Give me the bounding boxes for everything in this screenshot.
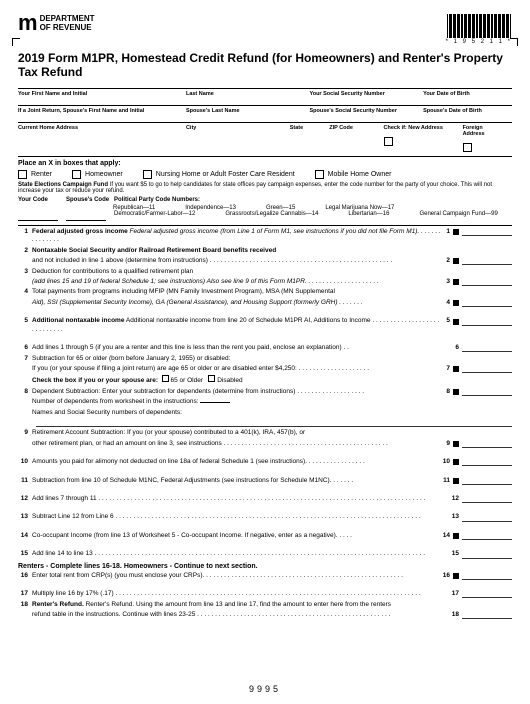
lbl-disabled: Disabled — [217, 377, 242, 384]
chk-renter[interactable] — [18, 170, 27, 179]
dept-line2: OF REVENUE — [40, 24, 95, 33]
amt-2[interactable] — [462, 257, 512, 265]
lbl-homeowner: Homeowner — [85, 171, 123, 178]
f-sp-lastname: Spouse's Last Name — [186, 108, 302, 114]
form-title: 2019 Form M1PR, Homestead Credit Refund … — [18, 51, 512, 80]
f-sp-ssn: Spouse's Social Security Number — [309, 108, 415, 114]
amt-7[interactable] — [462, 365, 512, 373]
line18b: refund table in the instructions. Contin… — [32, 611, 452, 619]
renters-hdr: Renters - Complete lines 16-18. Homeowne… — [18, 563, 512, 570]
spouse-code-input[interactable] — [66, 213, 106, 221]
code-lib: Libertarian—16 — [348, 211, 389, 219]
chk-new-address[interactable] — [384, 137, 393, 146]
line14: Co-occupant Income (from line 13 of Work… — [32, 532, 443, 540]
f-dob: Your Date of Birth — [423, 91, 504, 97]
amt-1[interactable] — [462, 228, 512, 236]
f-state: State — [290, 125, 322, 131]
amt-5[interactable] — [462, 318, 512, 326]
your-code-input[interactable] — [18, 213, 58, 221]
amt-6[interactable] — [462, 344, 512, 352]
f-address: Current Home Address — [18, 125, 178, 131]
barcode-number: * 1 9 5 2 1 1 * — [446, 39, 512, 45]
line15: Add line 14 to line 13 . . . . . . . . .… — [32, 550, 452, 558]
lbl-nursing: Nursing Home or Adult Foster Care Reside… — [156, 171, 295, 178]
line2a: Nontaxable Social Security and/or Railro… — [32, 247, 276, 254]
amt-9[interactable] — [462, 440, 512, 448]
amt-11[interactable] — [462, 477, 512, 485]
code-gcf: General Campaign Fund—99 — [419, 211, 497, 219]
amt-17[interactable] — [462, 590, 512, 598]
chk-65older[interactable] — [162, 375, 169, 382]
line18a: Renter's Refund. Using the amount from l… — [86, 601, 391, 608]
chk-disabled[interactable] — [208, 375, 215, 382]
amt-3[interactable] — [462, 278, 512, 286]
line4b: Aid), SSI (Supplemental Security Income)… — [32, 299, 446, 307]
spouse-code-hdr: Spouse's Code — [66, 197, 114, 203]
dep-names-line[interactable] — [36, 419, 512, 427]
line6: Add lines 1 through 5 (if you are a rent… — [32, 344, 455, 352]
dep-count[interactable] — [200, 402, 230, 403]
amt-13[interactable] — [462, 514, 512, 522]
line3a: Deduction for contributions to a qualifi… — [32, 268, 512, 276]
amt-16[interactable] — [462, 572, 512, 580]
line8b: Number of dependents from worksheet in t… — [32, 398, 199, 405]
line9a: Retirement Account Subtraction: If you (… — [32, 429, 512, 437]
line17: Multiply line 16 by 17% (.17) . . . . . … — [32, 590, 452, 598]
line4a: Total payments from programs including M… — [32, 288, 512, 296]
line8a: Dependent Subtraction: Enter your subtra… — [32, 388, 446, 396]
chk-nursing[interactable] — [143, 170, 152, 179]
chk-foreign-address[interactable] — [463, 143, 472, 152]
line8c: Names and Social Security numbers of dep… — [32, 409, 512, 417]
f-lastname: Last Name — [186, 91, 302, 97]
footer-number: 9995 — [249, 684, 281, 694]
lbl-mobile: Mobile Home Owner — [328, 171, 392, 178]
code-dfl: Democratic/Farmer-Labor—12 — [114, 211, 195, 219]
amt-14[interactable] — [462, 532, 512, 540]
chk-mobile[interactable] — [315, 170, 324, 179]
agency-logo: m DEPARTMENT OF REVENUE — [18, 14, 95, 33]
f-newaddr: Check if: New Address — [384, 125, 455, 131]
line13: Subtract Line 12 from Line 6 . . . . . .… — [32, 513, 452, 521]
amt-10[interactable] — [462, 458, 512, 466]
amt-4[interactable] — [462, 299, 512, 307]
amt-12[interactable] — [462, 495, 512, 503]
line3b: (add lines 15 and 19 of federal Schedule… — [32, 278, 446, 286]
f-sp-dob: Spouse's Date of Birth — [423, 108, 504, 114]
boxes-title: Place an X in boxes that apply: — [18, 160, 512, 167]
mn-logo-text: m — [18, 14, 36, 32]
line2b: and not included in line 1 above (determ… — [32, 257, 446, 265]
amt-18[interactable] — [462, 611, 512, 619]
line7b: If you (or your spouse if filing a joint… — [32, 365, 446, 373]
lbl-renter: Renter — [31, 171, 52, 178]
line7a: Subtraction for 65 or older (born before… — [32, 355, 512, 363]
barcode: * 1 9 5 2 1 1 * — [446, 14, 512, 45]
f-ssn: Your Social Security Number — [309, 91, 415, 97]
lbl-65older: 65 or Older — [171, 377, 204, 384]
f-sp-firstname: If a Joint Return, Spouse's First Name a… — [18, 108, 178, 114]
line10: Amounts you paid for alimony not deducte… — [32, 458, 443, 466]
line7c: Check the box if you or your spouse are: — [32, 377, 158, 384]
line11: Subtraction from line 10 of Schedule M1N… — [32, 477, 443, 485]
f-zip: ZIP Code — [329, 125, 375, 131]
f-firstname: Your First Name and Initial — [18, 91, 178, 97]
amt-15[interactable] — [462, 551, 512, 559]
line12: Add lines 7 through 11 . . . . . . . . .… — [32, 495, 452, 503]
code-grass: Grassroots/Legalize Cannabis—14 — [225, 211, 318, 219]
amt-8[interactable] — [462, 388, 512, 396]
f-city: City — [186, 125, 282, 131]
party-codes-hdr: Political Party Code Numbers: — [114, 197, 200, 203]
f-foreign: Foreign Address — [463, 125, 504, 137]
chk-homeowner[interactable] — [72, 170, 81, 179]
line16: Enter total rent from CRP(s) (you must e… — [32, 572, 443, 580]
line9b: other retirement plan, or had an amount … — [32, 440, 446, 448]
your-code-hdr: Your Code — [18, 197, 66, 203]
